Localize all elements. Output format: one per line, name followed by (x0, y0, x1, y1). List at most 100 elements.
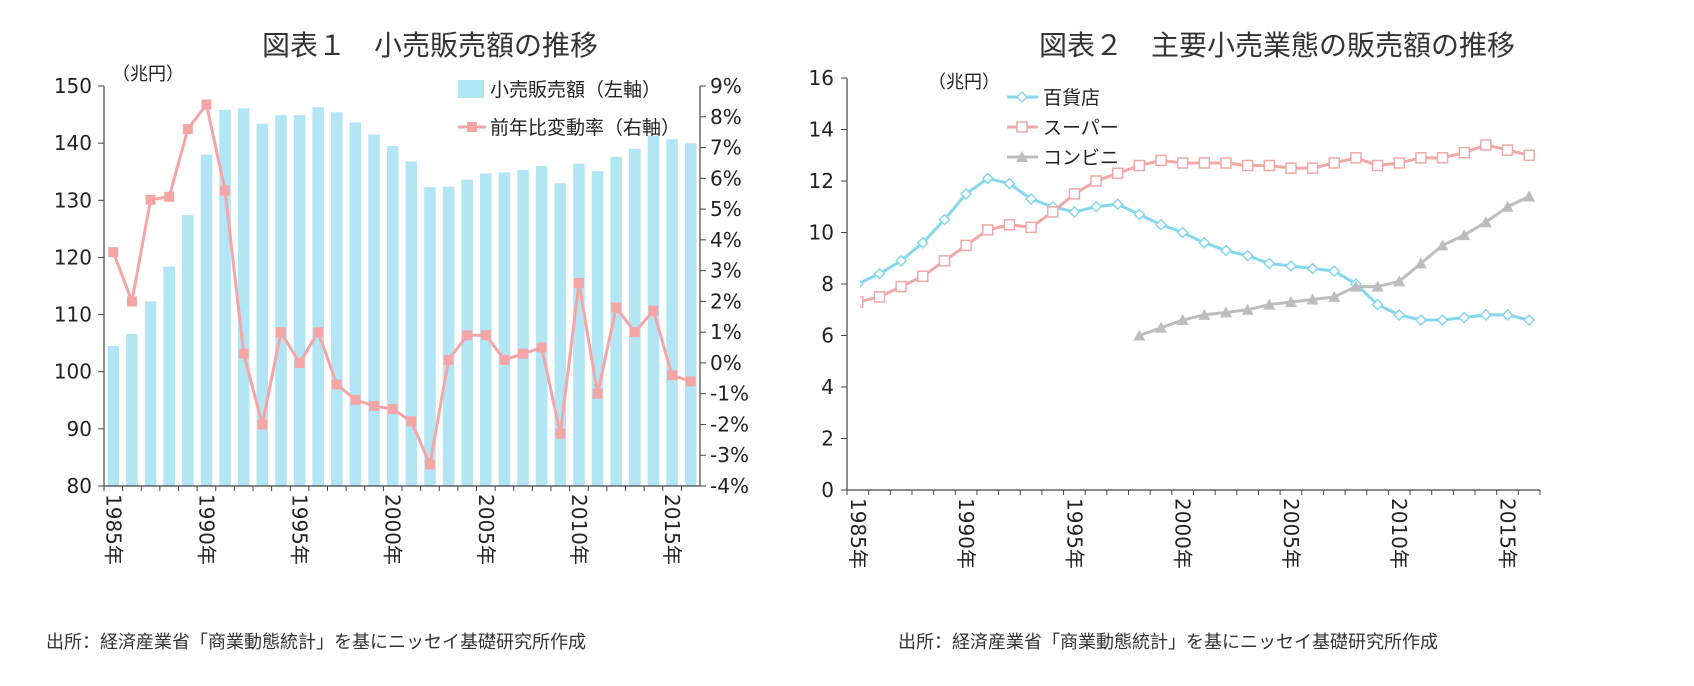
yoy-point (629, 327, 640, 338)
dept-store-point (960, 187, 973, 200)
y-left-tick-label: 90 (67, 417, 92, 441)
dept-store-point (1306, 262, 1319, 275)
dept-store-point (1025, 192, 1038, 206)
x-tick-label: 1990年 (194, 494, 218, 565)
figure1-title: 図表１ 小売販売額の推移 (261, 29, 598, 62)
sales-bar (610, 156, 622, 486)
convenience-point (1284, 296, 1297, 308)
supermarket-point (895, 280, 907, 293)
supermarket-point (1523, 149, 1535, 161)
convenience-point (1241, 303, 1254, 315)
x-tick-label: 2000年 (1171, 498, 1195, 569)
dept-store-point (981, 172, 994, 185)
supermarket-point (1176, 157, 1189, 169)
convenience-point (1436, 239, 1449, 251)
convenience-point (1479, 216, 1492, 228)
figure1-source: 出所：経済産業省「商業動態統計」を基にニッセイ基礎研究所作成 (46, 632, 586, 653)
yoy-point (145, 194, 156, 205)
yoy-point (406, 416, 417, 427)
series-line-1 (860, 143, 1530, 304)
supermarket-point (938, 255, 951, 267)
sales-bar (293, 115, 306, 487)
figure2-panel: 図表２ 主要小売業態の販売額の推移 1990年 1995年 2000年 2005年 20… (860, 0, 1694, 686)
y-right-tick-label: 1% (710, 320, 742, 344)
figure2-unit-label: （兆円） (928, 72, 1000, 93)
y-left-tick-label: 140 (54, 131, 92, 155)
yoy-point (536, 342, 547, 353)
x-tick-label: 2015年 (660, 494, 684, 565)
y-left-tick-label: 80 (67, 474, 92, 498)
sales-bar (498, 172, 511, 487)
yoy-point (424, 459, 435, 470)
x-tick-label: 1990年 (954, 498, 978, 569)
yoy-point (331, 379, 342, 390)
sales-bar (424, 187, 436, 486)
dept-store-point (1328, 265, 1341, 278)
dept-store-point (1436, 313, 1449, 327)
legend-marker (1016, 121, 1028, 133)
dept-store-point (1479, 308, 1492, 321)
dept-store-point (1003, 177, 1016, 190)
y-right-tick-label: -1% (710, 382, 749, 406)
supermarket-point (1220, 157, 1232, 169)
dept-store-point (1068, 205, 1081, 218)
yoy-point (462, 330, 473, 341)
supermarket-point (1501, 144, 1514, 156)
legend-line-marker (467, 122, 477, 132)
supermarket-point (1480, 139, 1492, 151)
yoy-point (480, 330, 491, 341)
y-right-tick-label: 8% (710, 105, 742, 129)
dept-store-point (1111, 198, 1124, 211)
supermarket-point (1371, 159, 1384, 172)
convenience-point (1349, 280, 1362, 292)
yoy-point (611, 302, 622, 313)
supermarket-point (1306, 162, 1319, 174)
sales-bar (237, 108, 250, 487)
supermarket-point (960, 239, 972, 252)
supermarket-point (1285, 162, 1297, 174)
dept-store-point (1133, 208, 1146, 221)
x-tick-label: 2000年 (381, 494, 405, 565)
sales-bar (517, 170, 529, 486)
legend-bar-swatch (458, 80, 484, 98)
dept-store-point (938, 213, 951, 226)
sales-bar (182, 215, 194, 486)
y-left-tick-label: 150 (54, 74, 92, 98)
sales-bar (554, 183, 567, 486)
supermarket-point (1241, 159, 1254, 172)
dept-store-point (895, 254, 908, 267)
yoy-point (350, 394, 361, 405)
yoy-point (592, 388, 603, 399)
legend-bar-label: 小売販売額（左軸） (490, 79, 661, 101)
dept-store-point (1501, 308, 1514, 321)
dept-store-point (1089, 200, 1103, 213)
sales-bar (405, 161, 418, 486)
sales-bar (275, 115, 287, 487)
figure2-title: 図表２ 主要小売業態の販売額の推移 (1038, 29, 1515, 62)
yoy-point (201, 99, 212, 110)
sales-bar (107, 346, 120, 486)
dept-store-point (1263, 257, 1276, 270)
supermarket-point (1133, 159, 1146, 172)
y-left-tick-label: 110 (54, 303, 92, 327)
figure1-legend: 小売販売額（左軸） 前年比変動率（右軸） (458, 79, 680, 139)
supermarket-point (1003, 219, 1016, 231)
supermarket-point (1458, 146, 1470, 159)
legend-marker (1016, 151, 1028, 162)
x-tick-label: 2005年 (474, 494, 498, 565)
sales-bar (349, 122, 362, 487)
yoy-point (126, 296, 137, 307)
yoy-point (294, 357, 305, 368)
figure2-source: 出所：経済産業省「商業動態統計」を基にニッセイ基礎研究所作成 (898, 632, 1438, 653)
sales-bar (684, 143, 697, 486)
figure2-chart: 1990年 1995年 2000年 2005年 2010年 2015年 （兆円） 百貨店ス… (860, 72, 1541, 569)
y-right-tick-label: 4% (710, 228, 742, 252)
yoy-point (387, 404, 398, 415)
figure1-panel: 図表１ 小売販売額の推移 80 90 100 110 120 130 140 150 -4% -3… (46, 29, 749, 653)
supermarket-point (1111, 167, 1124, 180)
yoy-point (220, 185, 231, 196)
yoy-point (667, 370, 678, 381)
y-right-tick-label: 2% (710, 289, 742, 313)
x-tick-label: 1995年 (1062, 498, 1086, 569)
